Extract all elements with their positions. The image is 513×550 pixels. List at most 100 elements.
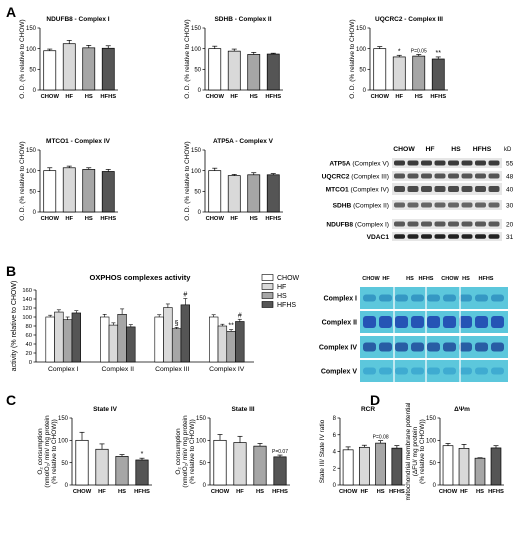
blot-kd-value: 20 [506, 222, 513, 229]
panel-label-a: A [6, 4, 16, 20]
y-tick-label: 150 [58, 416, 69, 422]
x-tick-label: HFHS [265, 216, 281, 222]
bar [62, 167, 76, 213]
blot-complex-name: (Complex III) [349, 174, 389, 181]
x-tick-label: HF [65, 216, 73, 222]
y-tick-label: 50 [29, 68, 36, 74]
bar [54, 311, 64, 363]
blot-band [475, 173, 486, 179]
y-tick-label: 0 [65, 483, 69, 489]
gel-band [459, 342, 472, 352]
blot-band [394, 202, 405, 208]
chart-title: UQCRC2 - Complex III [375, 16, 443, 23]
y-tick-label: 100 [356, 47, 367, 53]
blot-row-label: NDUFB8 (Complex I) [326, 222, 389, 229]
x-tick-label: HFHS [389, 489, 405, 495]
blot-lane-bg [392, 158, 502, 168]
gel-group-label: HFHS [419, 276, 434, 282]
gel-band [395, 294, 408, 302]
chart-title: SDHB - Complex II [214, 16, 271, 23]
x-tick-label: Complex I [48, 366, 79, 373]
y-tick-label: 60 [26, 333, 32, 339]
significance-label: * [141, 451, 144, 458]
gel-band [459, 316, 472, 328]
x-tick-label: HS [85, 216, 93, 222]
blot-band [407, 202, 419, 208]
bar [227, 50, 241, 91]
bar [45, 316, 55, 363]
blot-lane-bg [392, 183, 502, 195]
blot-band [448, 221, 459, 227]
x-tick-label: HFHS [100, 94, 116, 100]
blot-lane-bg [392, 232, 502, 241]
gel-band [427, 342, 440, 352]
bar [391, 447, 403, 486]
y-tick-label: 100 [196, 439, 207, 445]
y-axis-label: (nmolO₂/ min/ mg protein [44, 415, 51, 488]
blot-protein-name: ATP5A [329, 161, 350, 168]
x-tick-label: HS [256, 489, 264, 495]
x-tick-label: HFHS [430, 94, 446, 100]
y-tick-label: 8 [333, 416, 337, 422]
bar [43, 170, 57, 213]
x-tick-label: HS [377, 489, 385, 495]
blot-band [434, 234, 446, 239]
charts-layer: NDUFB8 - Complex I O. D. (% relative to C… [11, 16, 504, 500]
gel-band [475, 316, 488, 328]
y-tick-label: 100 [26, 47, 37, 53]
chart-title: State IV [93, 406, 118, 413]
gel-band [379, 367, 392, 375]
bar [342, 449, 354, 486]
bar [458, 448, 470, 486]
y-tick-label: 100 [191, 47, 202, 53]
bar [392, 56, 406, 91]
gel-band [411, 316, 424, 328]
legend-label: HF [277, 284, 286, 291]
bar [135, 459, 149, 486]
blot-lane-bg [392, 171, 502, 181]
blot-band [407, 221, 419, 227]
blot-lane-bg [392, 200, 502, 210]
blot-kd-value: 55 [506, 161, 513, 168]
y-axis-label: O. D. (% relative to CHOW) [19, 19, 26, 98]
y-tick-label: 50 [359, 68, 366, 74]
significance-label: # [183, 292, 187, 299]
bar [247, 174, 261, 213]
chart-ndufb8: NDUFB8 - Complex I O. D. (% relative to C… [19, 16, 118, 100]
gel-row-label: Complex II [322, 320, 357, 327]
x-tick-label: HS [250, 216, 258, 222]
blot-kd-value: 48 [506, 174, 513, 181]
bar [235, 321, 245, 363]
legend-label: HFHS [277, 302, 296, 309]
chart-title: MTCO1 - Complex IV [46, 138, 111, 145]
x-tick-label: HF [65, 94, 73, 100]
gel-band [475, 367, 488, 375]
blot-band [475, 234, 486, 239]
bar [62, 319, 73, 363]
blot-complex-name: (Complex II) [351, 203, 389, 210]
y-tick-label: 0 [198, 210, 202, 216]
y-axis-label: activity (% relative to CHOW) [11, 281, 18, 372]
x-tick-label: Complex IV [209, 366, 245, 373]
legend-swatch [261, 274, 274, 281]
chart-title: NDUFB8 - Complex I [46, 16, 109, 23]
x-tick-label: HS [415, 94, 423, 100]
x-tick-label: HS [250, 94, 258, 100]
x-tick-label: HS [85, 94, 93, 100]
legend-swatch [261, 292, 274, 299]
blot-band [475, 221, 486, 227]
blot-kd-value: 30 [506, 203, 513, 210]
gel-row-label: Complex IV [319, 345, 357, 352]
blot-lane-bg [392, 219, 502, 229]
bar [474, 457, 486, 486]
legend-swatch [261, 301, 274, 308]
blot-band [394, 234, 405, 239]
blot-band [407, 160, 419, 166]
blot-band [448, 173, 459, 179]
bar [126, 326, 136, 363]
x-tick-label: HF [460, 489, 468, 495]
significance-label: P=0.07 [272, 449, 288, 455]
x-tick-label: HFHS [265, 94, 281, 100]
y-tick-label: 50 [429, 461, 436, 467]
gel-band [411, 342, 424, 352]
